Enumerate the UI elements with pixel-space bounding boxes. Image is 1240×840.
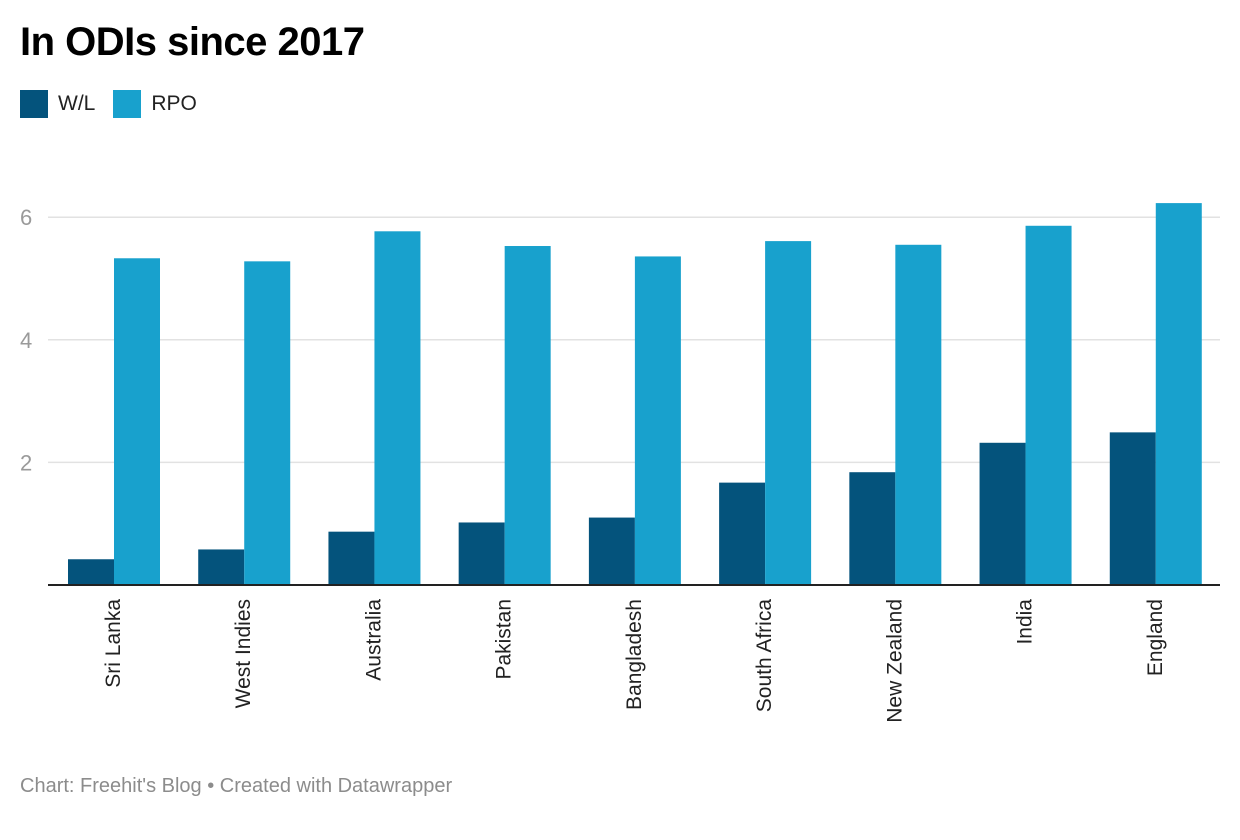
- x-tick-label: Sri Lanka: [102, 599, 125, 688]
- legend-swatch-rpo: [113, 90, 142, 118]
- legend-label-wl: W/L: [58, 92, 96, 115]
- bar-wl-bangladesh: [588, 517, 635, 585]
- x-tick-label: Australia: [362, 599, 385, 681]
- x-tick-label: South Africa: [753, 599, 776, 713]
- bar-rpo-australia: [374, 231, 421, 585]
- bar-wl-australia: [328, 531, 375, 585]
- bar-wl-new-zealand: [849, 472, 896, 585]
- legend-item-rpo: RPO: [113, 90, 197, 118]
- bar-rpo-new-zealand: [895, 244, 942, 585]
- bar-wl-south-africa: [719, 482, 766, 585]
- legend-label-rpo: RPO: [151, 92, 197, 115]
- y-tick-label: 6: [20, 205, 32, 230]
- bar-rpo-sri-lanka: [114, 258, 160, 585]
- chart-footer: Chart: Freehit's Blog • Created with Dat…: [20, 775, 453, 797]
- bar-rpo-bangladesh: [634, 256, 681, 585]
- legend-item-wl: W/L: [20, 90, 95, 118]
- bar-rpo-india: [1025, 225, 1072, 586]
- x-tick-label: India: [1014, 599, 1037, 645]
- bar-rpo-england: [1155, 203, 1202, 585]
- legend-swatch-wl: [20, 90, 48, 118]
- x-tick-label: Pakistan: [493, 599, 516, 680]
- bar-rpo-pakistan: [504, 246, 551, 586]
- bar-wl-west-indies: [198, 549, 245, 585]
- bar-wl-england: [1109, 432, 1156, 585]
- x-tick-label: West Indies: [232, 599, 255, 708]
- x-tick-label: New Zealand: [883, 599, 906, 723]
- x-tick-label: England: [1144, 599, 1167, 676]
- chart-title: In ODIs since 2017: [20, 20, 365, 64]
- bar-wl-india: [979, 442, 1026, 585]
- bar-wl-pakistan: [458, 522, 505, 585]
- bar-rpo-south-africa: [765, 241, 812, 585]
- y-tick-label: 2: [20, 450, 32, 475]
- y-tick-label: 4: [20, 328, 32, 353]
- x-tick-label: Bangladesh: [623, 599, 646, 710]
- bar-wl-sri-lanka: [68, 559, 114, 585]
- bar-rpo-west-indies: [244, 261, 291, 585]
- legend: W/L RPO: [20, 90, 215, 118]
